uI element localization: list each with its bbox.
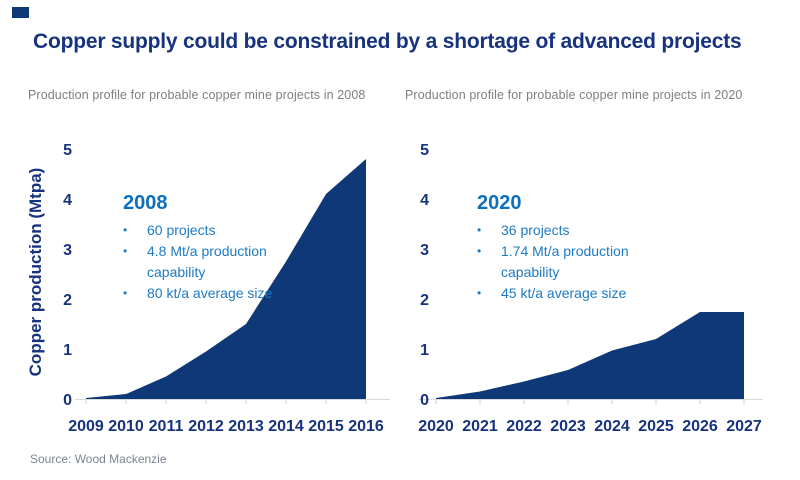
x-tick-label: 2015 bbox=[308, 418, 344, 435]
bullet-item: • 36 projects bbox=[477, 220, 677, 241]
y-tick-label: 2 bbox=[420, 292, 429, 309]
bullet-item: • 4.8 Mt/a production capability bbox=[123, 241, 323, 283]
bullet-dot: • bbox=[477, 286, 482, 300]
bullet-text: 36 projects bbox=[501, 222, 570, 238]
x-tick-label: 2012 bbox=[188, 418, 224, 435]
y-tick-label: 3 bbox=[63, 242, 72, 259]
annotation-bullets: • 60 projects • 4.8 Mt/a production capabi… bbox=[123, 220, 323, 304]
x-tick-label: 2013 bbox=[228, 418, 264, 435]
bullet-dot: • bbox=[477, 244, 482, 258]
y-tick-label: 3 bbox=[420, 242, 429, 259]
x-tick-label: 2025 bbox=[638, 418, 674, 435]
y-tick-label: 4 bbox=[420, 192, 429, 209]
x-tick-label: 2009 bbox=[68, 418, 104, 435]
bullet-text: 60 projects bbox=[147, 222, 216, 238]
source-text: Source: Wood Mackenzie bbox=[30, 452, 167, 466]
x-tick-label: 2026 bbox=[682, 418, 718, 435]
y-tick-label: 0 bbox=[420, 392, 429, 409]
bullet-dot: • bbox=[123, 244, 128, 258]
bullet-text: 80 kt/a average size bbox=[147, 285, 273, 301]
x-tick-label: 2024 bbox=[594, 418, 630, 435]
annotation-2008: 2008 • 60 projects • 4.8 Mt/a production c… bbox=[123, 192, 323, 304]
bullet-text: 45 kt/a average size bbox=[501, 285, 627, 301]
y-tick-label: 0 bbox=[63, 392, 72, 409]
corner-accent-square bbox=[12, 7, 29, 18]
x-tick-label: 2021 bbox=[462, 418, 498, 435]
area-shape bbox=[436, 312, 744, 399]
x-tick-label: 2023 bbox=[550, 418, 586, 435]
annotation-bullets: • 36 projects • 1.74 Mt/a production capab… bbox=[477, 220, 677, 304]
y-tick-label: 2 bbox=[63, 292, 72, 309]
bullet-item: • 1.74 Mt/a production capability bbox=[477, 241, 677, 283]
area-shape bbox=[86, 159, 366, 399]
slide-title: Copper supply could be constrained by a … bbox=[33, 30, 742, 53]
bullet-dot: • bbox=[477, 223, 482, 237]
x-tick-label: 2011 bbox=[149, 418, 184, 435]
bullet-text: 4.8 Mt/a production capability bbox=[147, 243, 267, 280]
x-tick-label: 2010 bbox=[108, 418, 144, 435]
chart-svg-0: 2009 2010 2011 2012 2013 2014 2015 2016 0 1 2 3 4 5 Co… bbox=[26, 142, 390, 435]
y-axis-title: Copper production (Mtpa) bbox=[26, 168, 45, 377]
annotation-heading: 2008 bbox=[123, 192, 168, 214]
chart-svg-1: 2020 2021 2022 2023 2024 2025 2026 2027 0 1 2 3 4 5 bbox=[418, 142, 763, 435]
x-tick-label: 2027 bbox=[726, 418, 762, 435]
y-tick-label: 5 bbox=[63, 142, 72, 159]
bullet-item: • 80 kt/a average size bbox=[123, 283, 323, 304]
bullet-dot: • bbox=[123, 223, 128, 237]
chart-subtitle-2020: Production profile for probable copper m… bbox=[405, 88, 743, 102]
annotation-heading: 2020 bbox=[477, 192, 522, 214]
bullet-dot: • bbox=[123, 286, 128, 300]
y-tick-label: 5 bbox=[420, 142, 429, 159]
y-tick-label: 1 bbox=[420, 342, 429, 359]
x-tick-label: 2016 bbox=[348, 418, 384, 435]
x-tick-label: 2020 bbox=[418, 418, 454, 435]
bullet-item: • 60 projects bbox=[123, 220, 323, 241]
chart-subtitle-2008: Production profile for probable copper m… bbox=[28, 88, 366, 102]
x-tick-label: 2022 bbox=[506, 418, 542, 435]
bullet-text: 1.74 Mt/a production capability bbox=[501, 243, 629, 280]
bullet-item: • 45 kt/a average size bbox=[477, 283, 677, 304]
x-tick-label: 2014 bbox=[268, 418, 304, 435]
y-tick-label: 1 bbox=[63, 342, 72, 359]
annotation-2020: 2020 • 36 projects • 1.74 Mt/a production … bbox=[477, 192, 677, 304]
y-tick-label: 4 bbox=[63, 192, 72, 209]
